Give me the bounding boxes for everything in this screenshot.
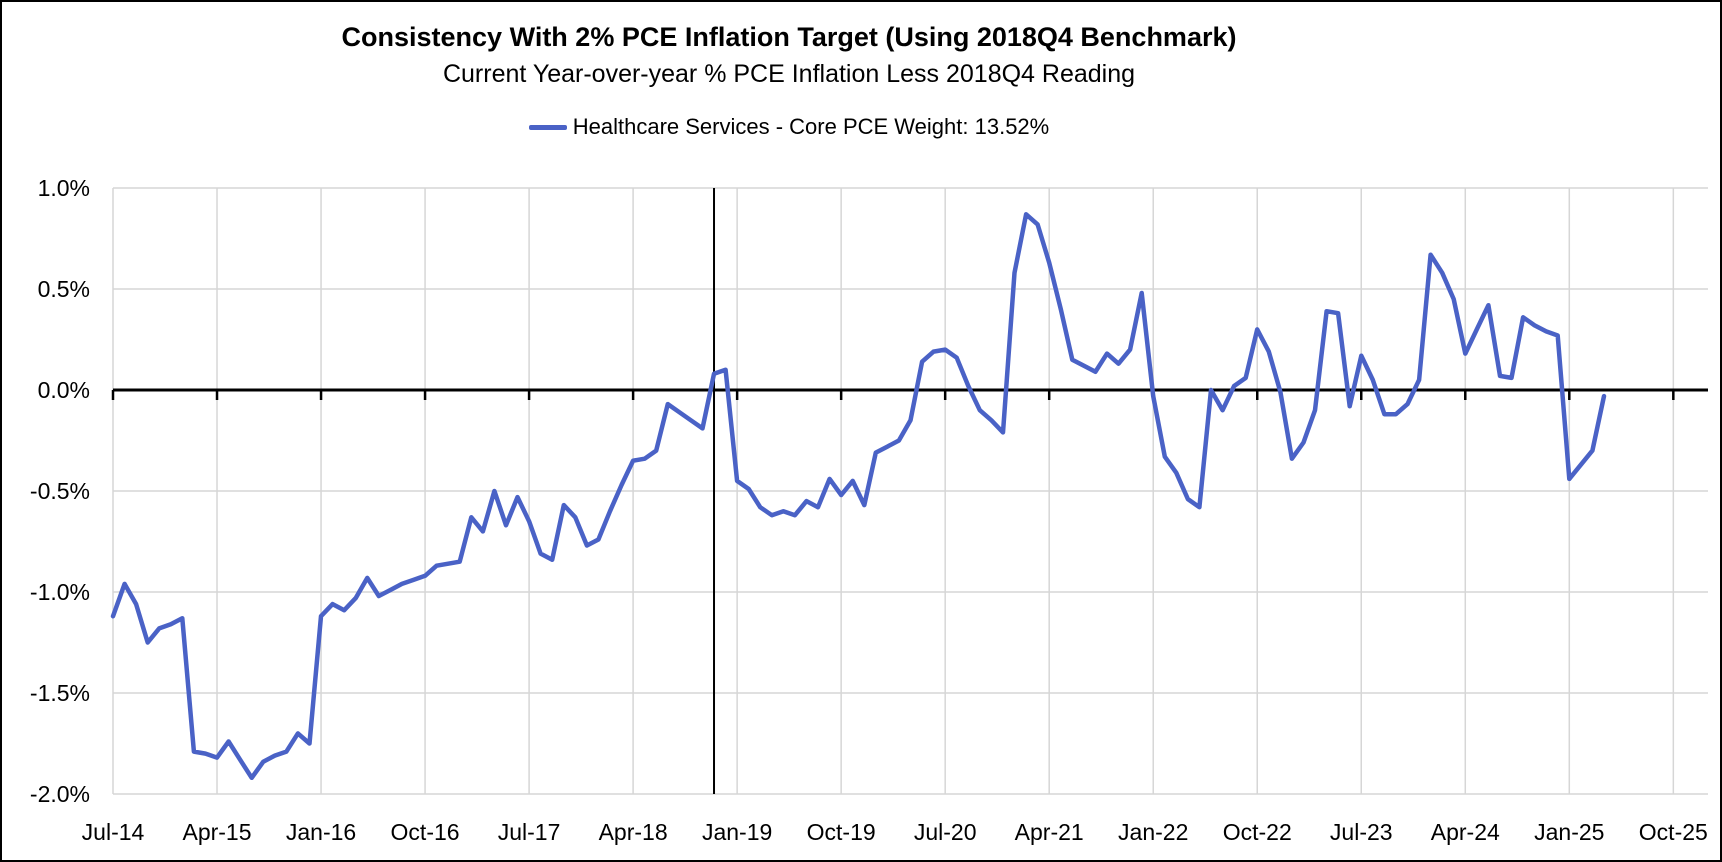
legend-line-swatch bbox=[528, 124, 567, 130]
data-series-line bbox=[110, 212, 1607, 781]
x-tick-label: Apr-18 bbox=[599, 819, 668, 845]
x-tick-label: Jul-20 bbox=[914, 819, 977, 845]
y-tick-label: 0.5% bbox=[38, 276, 90, 302]
x-tick-label: Apr-21 bbox=[1015, 819, 1084, 845]
x-tick-label: Oct-22 bbox=[1223, 819, 1292, 845]
y-tick-label: 1.0% bbox=[38, 175, 90, 201]
x-tick-label: Jan-19 bbox=[702, 819, 772, 845]
y-tick-label: -1.5% bbox=[30, 680, 90, 706]
chart-subtitle: Current Year-over-year % PCE Inflation L… bbox=[442, 60, 1136, 88]
legend-series-label: Healthcare Services - Core PCE Weight: 1… bbox=[572, 114, 1050, 139]
x-tick-label: Apr-24 bbox=[1431, 819, 1500, 845]
chart-header: Consistency With 2% PCE Inflation Target… bbox=[2, 2, 1576, 89]
x-tick-label: Jul-23 bbox=[1330, 819, 1393, 845]
y-tick-label: -1.0% bbox=[30, 579, 90, 605]
x-tick-label: Apr-15 bbox=[182, 819, 251, 845]
x-tick-label: Jul-17 bbox=[498, 819, 561, 845]
y-tick-label: -2.0% bbox=[30, 781, 90, 807]
x-tick-label: Oct-19 bbox=[807, 819, 876, 845]
y-tick-label: -0.5% bbox=[30, 478, 90, 504]
x-tick-label: Jul-14 bbox=[82, 819, 145, 845]
page-title: Consistency With 2% PCE Inflation Target… bbox=[341, 22, 1237, 52]
x-tick-label: Jan-25 bbox=[1534, 819, 1604, 845]
y-tick-label: 0.0% bbox=[38, 377, 90, 403]
x-tick-label: Oct-16 bbox=[391, 819, 460, 845]
legend: Healthcare Services - Core PCE Weight: 1… bbox=[2, 114, 1576, 140]
x-tick-label: Jan-22 bbox=[1118, 819, 1188, 845]
x-tick-label: Jan-16 bbox=[286, 819, 356, 845]
x-tick-label: Oct-25 bbox=[1639, 819, 1708, 845]
